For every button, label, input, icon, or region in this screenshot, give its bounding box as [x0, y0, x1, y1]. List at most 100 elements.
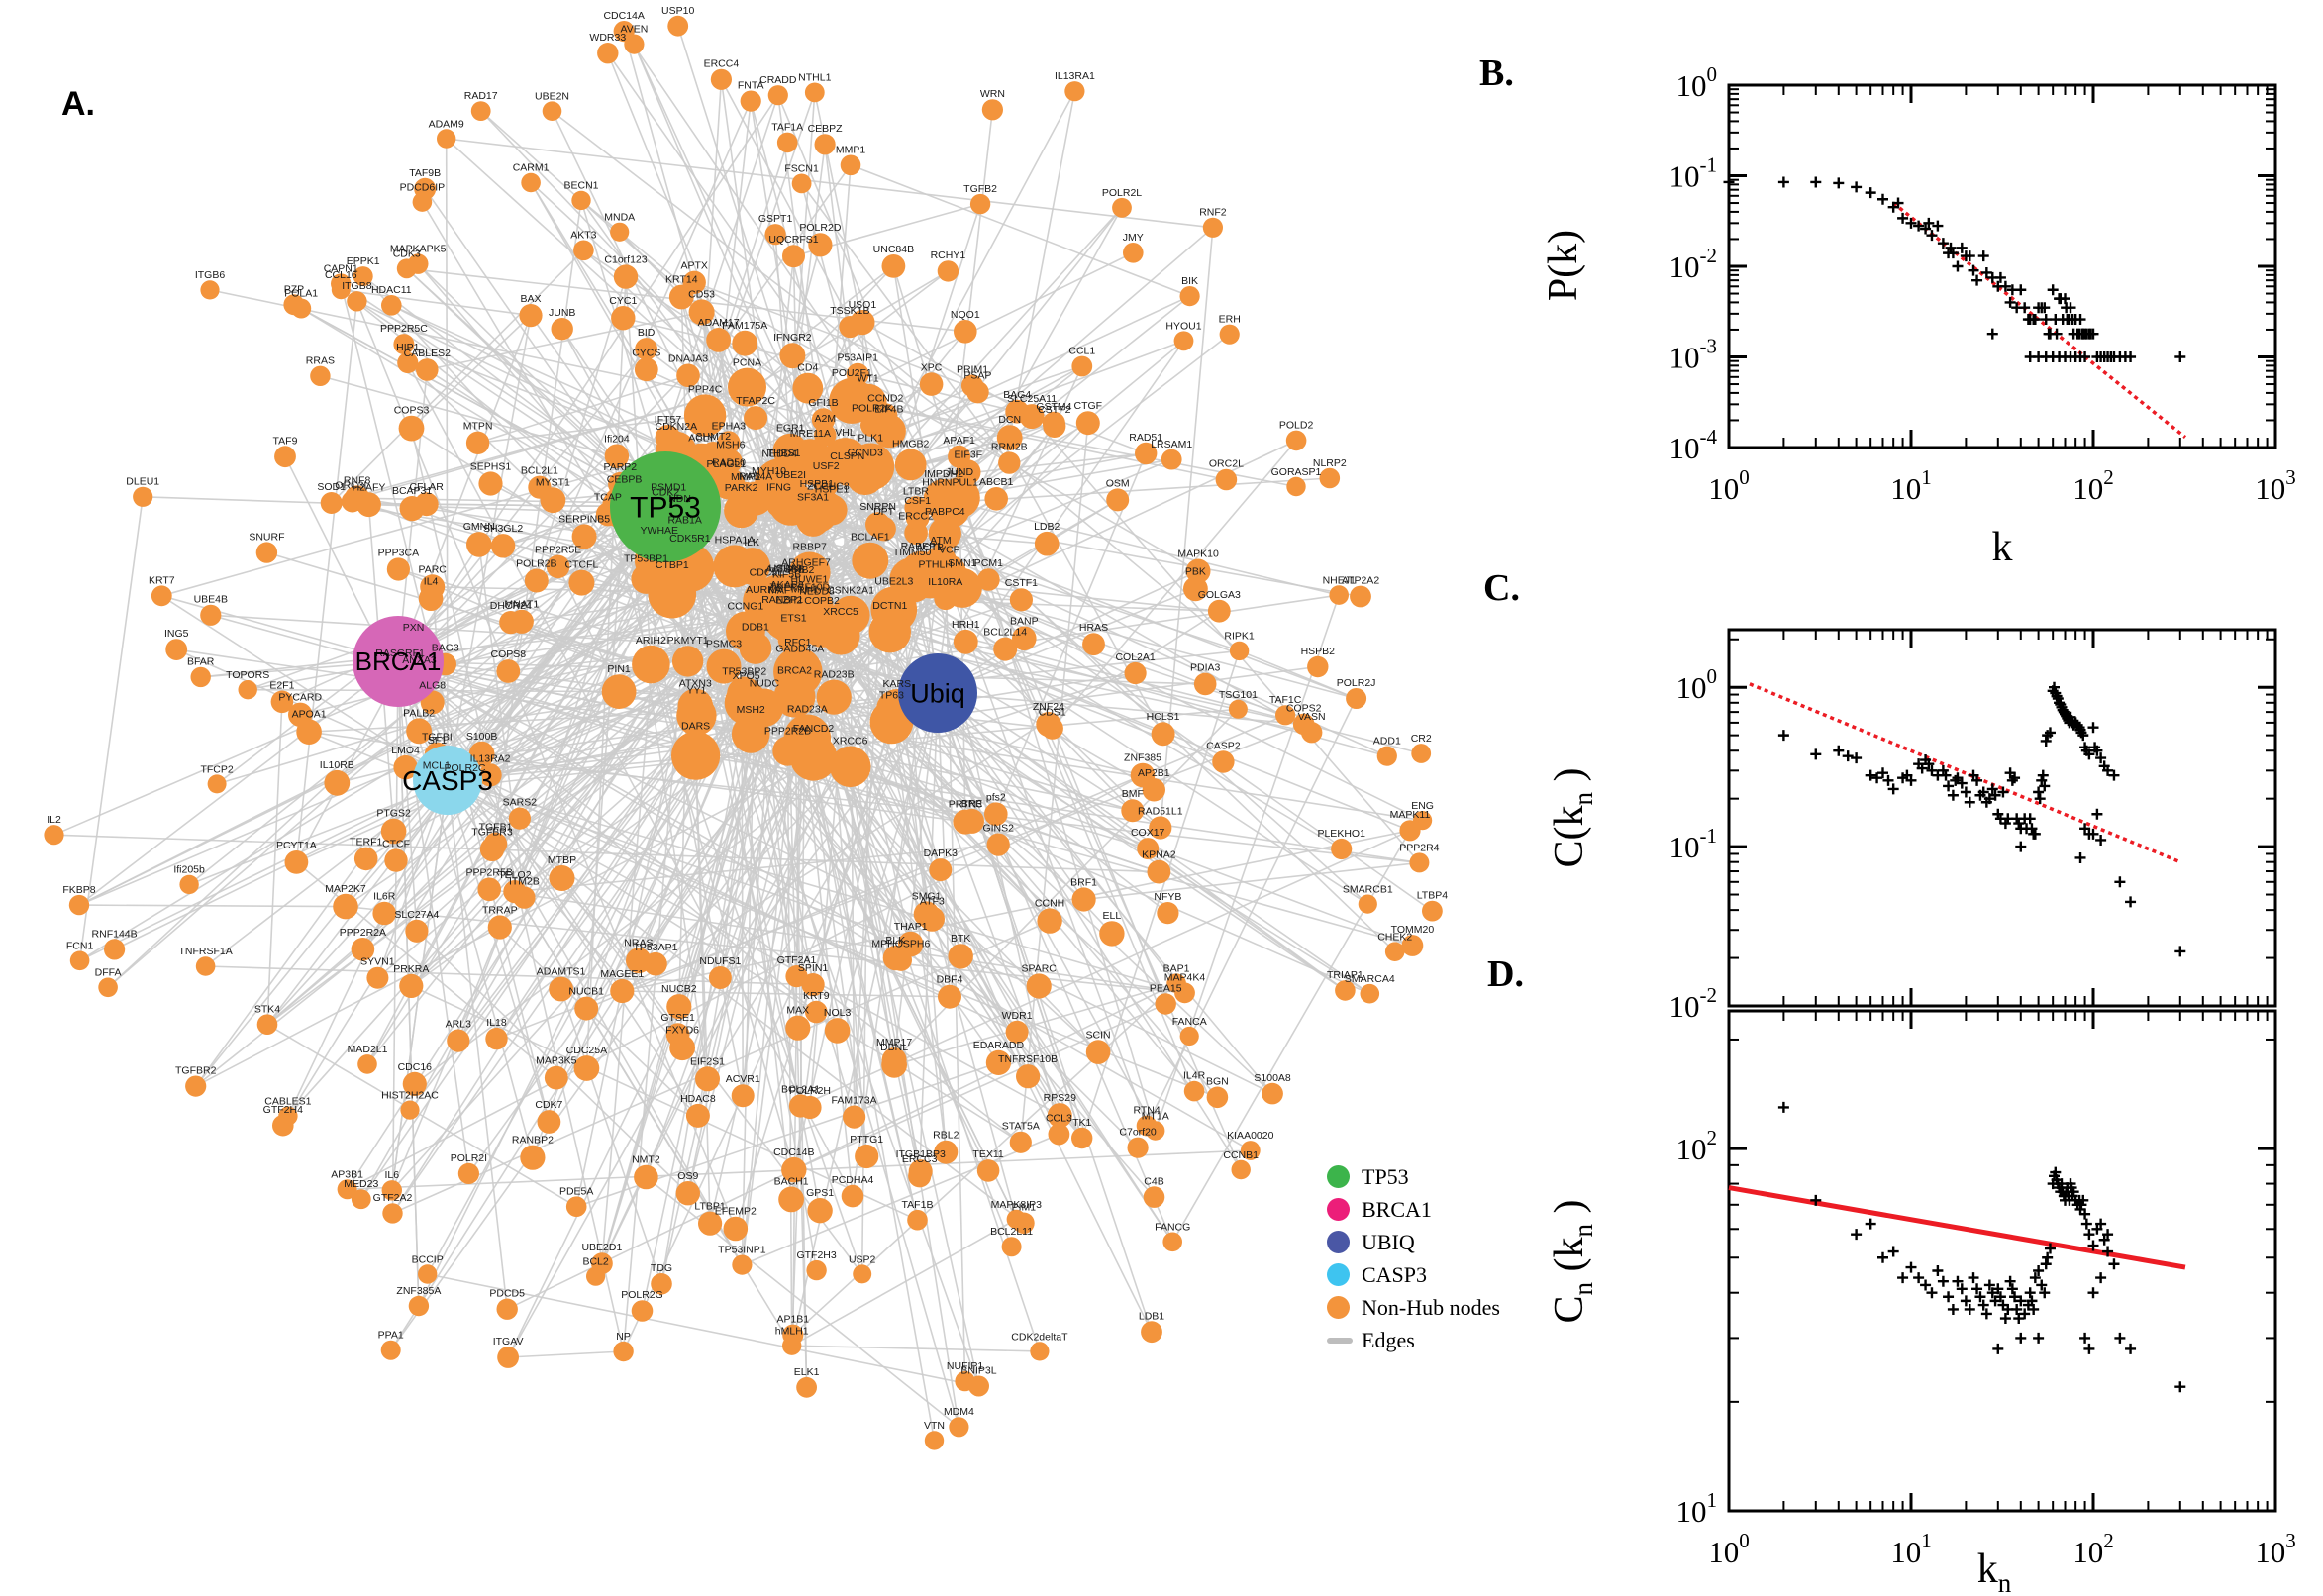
gene-node: [386, 557, 410, 581]
gene-node: [1009, 1131, 1032, 1153]
gene-node: [1285, 430, 1307, 451]
gene-node: [732, 1254, 753, 1275]
gene-node: [938, 984, 961, 1009]
gene-node: [634, 357, 658, 382]
svg-text:10-1: 10-1: [1669, 153, 1718, 194]
gene-node: [1376, 746, 1397, 766]
gene-node: [788, 1094, 813, 1118]
gene-node: [804, 82, 825, 103]
gene-node: [613, 1341, 634, 1362]
gene-node: [521, 172, 541, 193]
gene-node: [929, 858, 953, 882]
gene-node: [283, 294, 305, 316]
gene-node: [310, 365, 331, 386]
gene-node: [347, 291, 367, 312]
gene-node: [1034, 531, 1060, 556]
gene-node: [255, 542, 278, 563]
svg-text:10-3: 10-3: [1669, 335, 1718, 375]
gene-node: [1127, 1137, 1149, 1158]
gene-node: [610, 222, 630, 242]
gene-node: [782, 1324, 804, 1346]
gene-node: [104, 939, 126, 960]
nonhub-dot-icon: [1327, 1296, 1350, 1319]
gene-node: [1071, 355, 1093, 377]
gene-node: [380, 1340, 401, 1360]
gene-node: [1026, 973, 1052, 999]
gene-node: [770, 457, 797, 484]
gene-node: [706, 648, 742, 684]
gene-node: [871, 516, 896, 542]
gene-node: [976, 1159, 1000, 1182]
gene-node: [850, 310, 875, 336]
gene-node: [1228, 699, 1248, 719]
gene-node: [665, 1023, 690, 1047]
gene-node: [571, 190, 591, 211]
gene-node: [372, 901, 397, 926]
gene-node: [767, 85, 788, 106]
gene-node: [841, 1184, 864, 1208]
casp3-dot-icon: [1327, 1263, 1350, 1286]
gene-node: [524, 568, 549, 593]
legend-item-ubiq: UBIQ: [1327, 1226, 1500, 1258]
gene-node: [1358, 894, 1377, 914]
gene-node: [1016, 1064, 1041, 1089]
gene-node: [1183, 1080, 1205, 1102]
gene-node: [785, 1015, 811, 1041]
gene-node: [238, 680, 257, 700]
panel-a-label: A.: [61, 85, 95, 123]
gene-node: [528, 475, 552, 499]
gene-node: [635, 338, 657, 360]
gene-node: [1064, 81, 1085, 102]
legend-label: BRCA1: [1362, 1196, 1432, 1222]
gene-node: [881, 1051, 907, 1078]
gene-node: [816, 491, 841, 517]
gene-node: [977, 568, 1000, 591]
gene-node: [666, 994, 692, 1020]
gene-node: [648, 569, 697, 619]
gene-node: [418, 1264, 438, 1284]
gene-node: [1401, 935, 1424, 956]
legend-label: UBIQ: [1362, 1229, 1415, 1254]
gene-node: [913, 901, 940, 928]
gene-node: [382, 1203, 403, 1224]
gene-node: [792, 372, 824, 404]
gene-node: [1319, 467, 1341, 489]
gene-node: [713, 545, 757, 588]
gene-node: [688, 299, 715, 326]
gene-node: [1207, 599, 1231, 623]
gene-node: [496, 1298, 518, 1320]
gene-node: [568, 569, 595, 596]
gene-node: [782, 245, 805, 268]
gene-node: [1075, 411, 1100, 436]
gene-node: [333, 893, 358, 920]
gene-node: [68, 894, 90, 916]
gene-node: [791, 173, 812, 194]
svg-text:102: 102: [2072, 1529, 2114, 1569]
gene-node: [764, 224, 786, 246]
legend-label: Non-Hub nodes: [1362, 1294, 1500, 1320]
gene-node: [676, 695, 717, 736]
panel-c-label: C.: [1483, 567, 1520, 609]
gene-node: [631, 1300, 654, 1322]
gene-node: [1124, 661, 1147, 685]
gene-node: [744, 406, 768, 431]
gene-node: [1009, 588, 1033, 612]
gene-node: [499, 611, 523, 635]
legend-item-casp3: CASP3: [1327, 1258, 1500, 1291]
gene-node: [356, 492, 381, 518]
gene-node: [1085, 1040, 1111, 1064]
tp53-dot-icon: [1327, 1165, 1350, 1188]
gene-node: [894, 449, 927, 481]
gene-node: [405, 919, 429, 943]
gene-node: [1331, 838, 1353, 860]
gene-node: [1147, 859, 1171, 884]
gene-node: [781, 1156, 807, 1183]
svg-text:100: 100: [1676, 664, 1718, 705]
gene-node: [732, 330, 758, 356]
gene-node: [479, 837, 505, 861]
gene-node: [821, 616, 860, 655]
gene-node: [923, 478, 964, 521]
gene-node: [728, 367, 766, 407]
gene-node: [1301, 722, 1323, 744]
gene-node: [869, 700, 914, 745]
